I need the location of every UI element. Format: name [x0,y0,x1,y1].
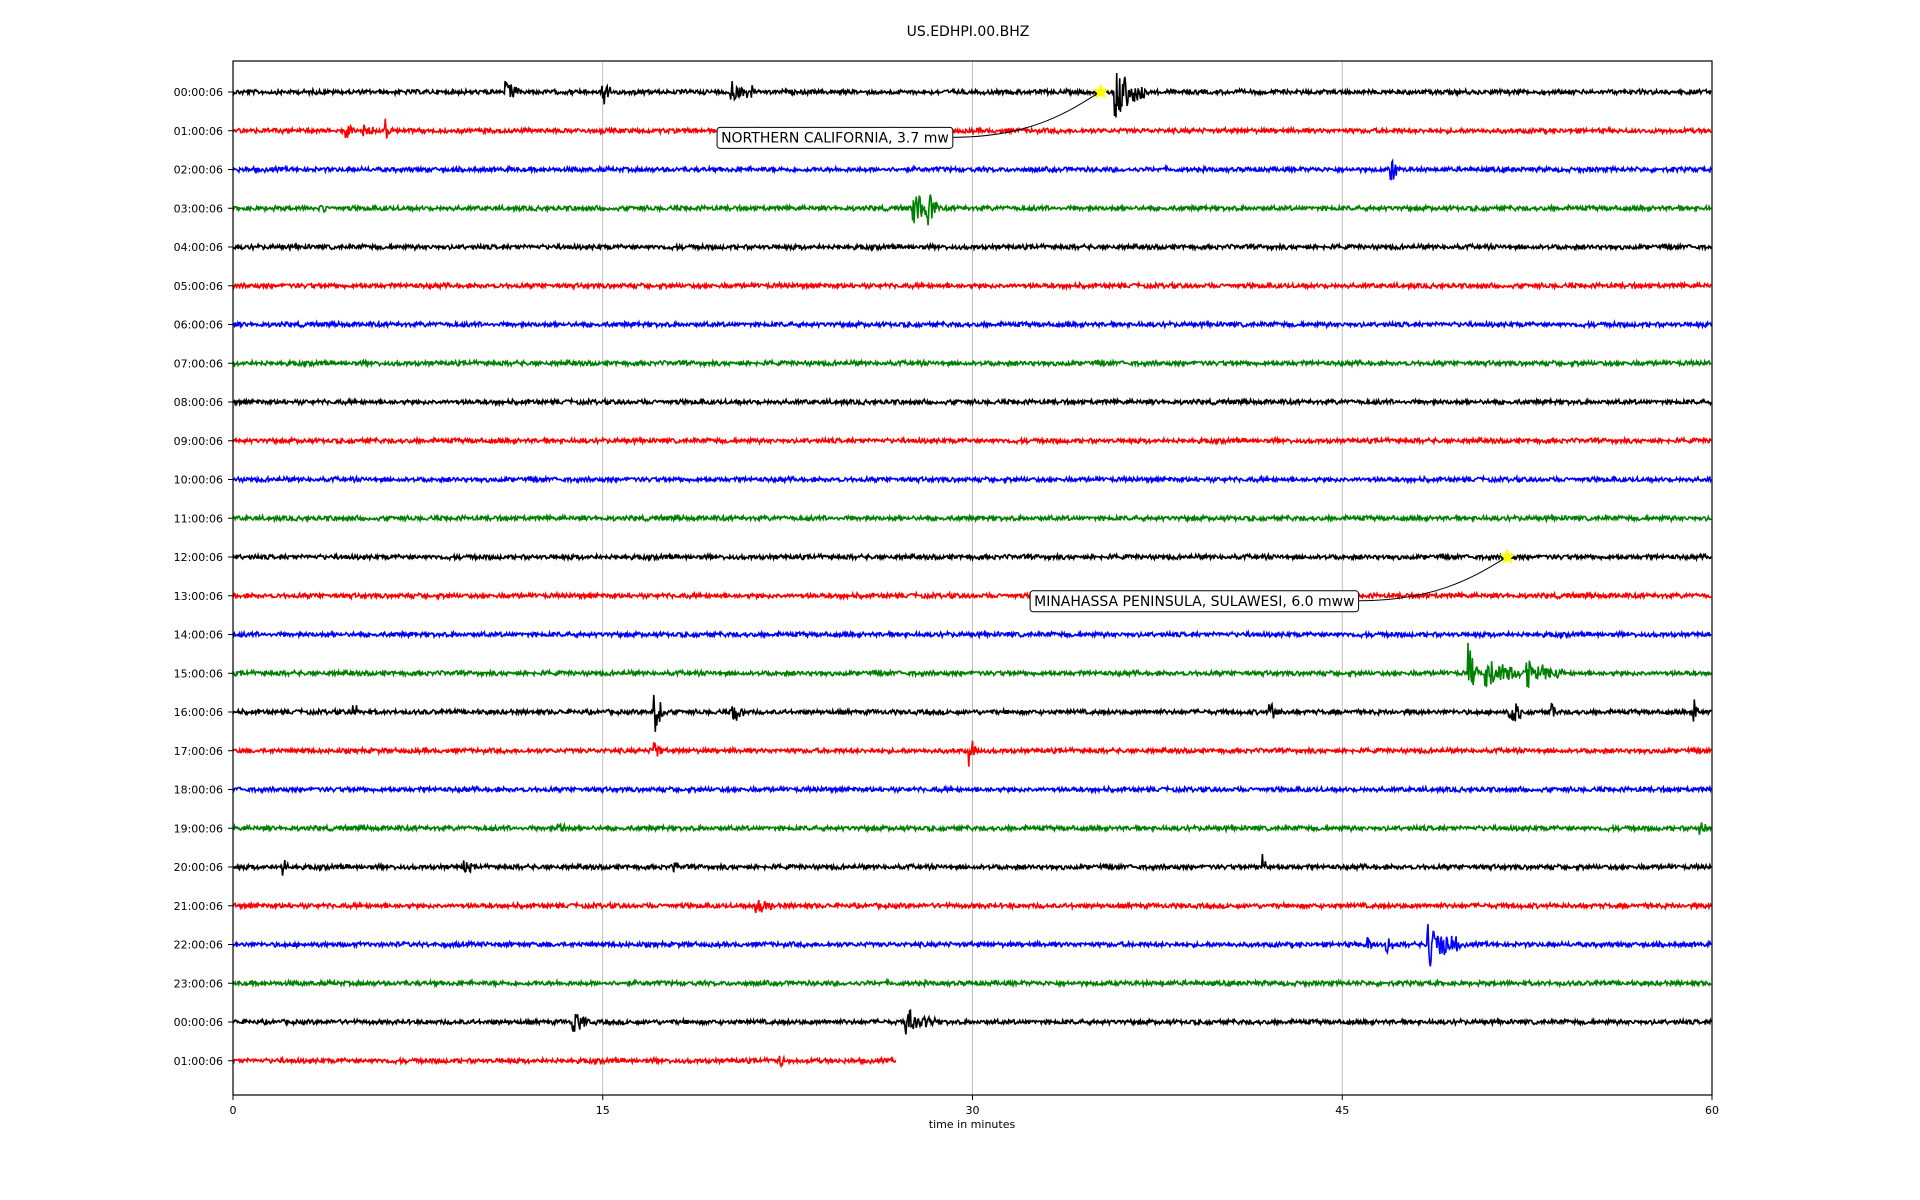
trace-line [232,853,1712,876]
event-star-marker [1092,83,1109,100]
traces [232,72,1713,1069]
x-ticks: 0 15 30 45 60 [230,1095,1719,1117]
x-tick-label: 0 [230,1104,237,1117]
y-tick-label: 16:00:06 [174,706,223,719]
event-connector [952,91,1101,138]
trace-line [232,357,1712,369]
trace-line [232,821,1713,835]
trace-line [232,280,1712,292]
vertical-grid [602,61,1343,1095]
y-tick-label: 15:00:06 [174,667,223,680]
trace-line [232,157,1713,181]
trace-line [232,473,1713,485]
trace-line [232,590,1712,602]
trace-line [232,784,1713,795]
trace-line [232,512,1712,524]
y-tick-label: 22:00:06 [174,939,223,952]
event-star-marker [1499,548,1516,565]
trace-line [232,194,1712,226]
y-tick-label: 00:00:06 [174,86,223,99]
y-tick-label: 23:00:06 [174,977,223,990]
y-tick-label: 04:00:06 [174,241,223,254]
y-tick-label: 11:00:06 [174,512,223,525]
y-tick-label: 01:00:06 [174,125,223,138]
event-connector [1358,556,1508,602]
y-tick-label: 12:00:06 [174,551,223,564]
trace-line [232,396,1713,408]
y-tick-label: 05:00:06 [174,280,223,293]
y-tick-label: 13:00:06 [174,590,223,603]
trace-line [232,1054,897,1069]
trace-line [232,740,1712,767]
trace-line [232,629,1712,640]
y-tick-label: 09:00:06 [174,435,223,448]
trace-line [232,977,1712,989]
y-tick-label: 21:00:06 [174,900,223,913]
trace-line [232,924,1713,967]
y-tick-label: 07:00:06 [174,357,223,370]
event-annotation: MINAHASSA PENINSULA, SULAWESI, 6.0 mww [1029,548,1516,613]
trace-line [232,435,1712,447]
y-tick-label: 18:00:06 [174,784,223,797]
y-tick-label: 19:00:06 [174,822,223,835]
trace-line [232,551,1713,563]
trace-line [232,72,1712,118]
y-tick-label: 14:00:06 [174,629,223,642]
y-tick-label: 00:00:06 [174,1016,223,1029]
y-tick-label: 03:00:06 [174,202,223,215]
y-tick-label: 02:00:06 [174,164,223,177]
x-tick-label: 45 [1335,1104,1349,1117]
trace-line [232,241,1713,253]
event-annotation: NORTHERN CALIFORNIA, 3.7 mw [716,83,1109,149]
y-tick-label: 20:00:06 [174,861,223,874]
trace-line [232,899,1713,914]
y-tick-label: 06:00:06 [174,319,223,332]
trace-line [232,1009,1713,1035]
trace-line [232,642,1713,688]
y-tick-label: 10:00:06 [174,474,223,487]
y-tick-label: 17:00:06 [174,745,223,758]
x-tick-label: 15 [596,1104,610,1117]
x-tick-label: 60 [1705,1104,1719,1117]
event-label: NORTHERN CALIFORNIA, 3.7 mw [721,130,949,146]
y-tick-labels: 00:00:06 01:00:06 02:00:06 03:00:06 04:00:06… [174,86,233,1068]
y-tick-label: 08:00:06 [174,396,223,409]
chart-title: US.EDHPI.00.BHZ [907,24,1030,40]
event-annotations: NORTHERN CALIFORNIA, 3.7 mw MINAHASSA PEN… [716,83,1516,613]
event-label: MINAHASSA PENINSULA, SULAWESI, 6.0 mww [1034,594,1354,610]
trace-line [232,694,1712,732]
y-tick-label: 01:00:06 [174,1055,223,1068]
trace-line [232,118,1712,139]
trace-line [232,319,1713,330]
x-axis-label: time in minutes [929,1118,1016,1131]
x-tick-label: 30 [966,1104,980,1117]
